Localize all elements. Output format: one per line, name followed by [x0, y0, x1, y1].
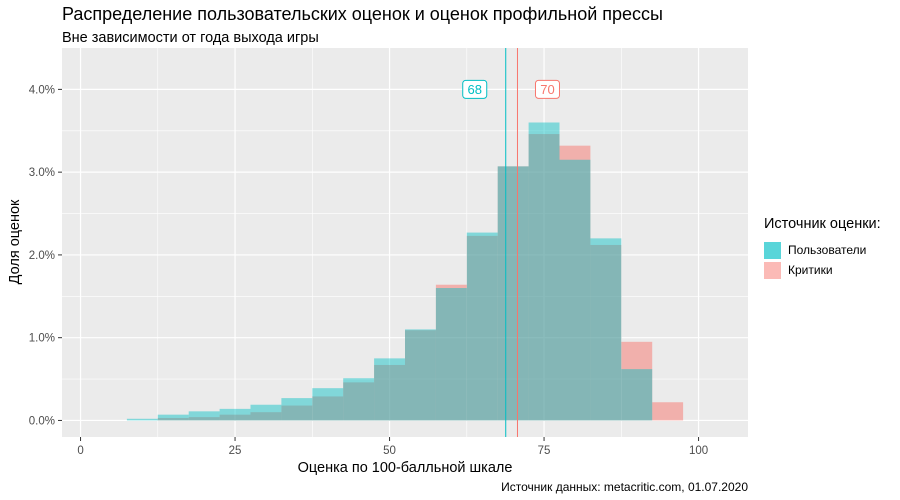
- y-tick-label: 2.0%: [29, 250, 55, 262]
- bar-critics: [621, 341, 653, 421]
- bar-users: [250, 404, 282, 421]
- bar-critics: [374, 364, 405, 421]
- bar-critics: [343, 382, 375, 421]
- bar-users: [281, 398, 313, 421]
- chart-title: Распределение пользовательских оценок и …: [62, 4, 663, 24]
- bar-critics: [497, 166, 529, 421]
- chart-subtitle: Вне зависимости от года выхода игры: [62, 30, 319, 46]
- bar-users: [590, 238, 622, 421]
- legend-swatch-critics: [764, 261, 781, 279]
- x-tick-label: 0: [77, 445, 83, 457]
- bar-critics: [528, 134, 560, 421]
- bar-users: [312, 388, 344, 421]
- mean-label-box-users: [462, 79, 488, 99]
- bar-users: [126, 418, 158, 421]
- bar-critics: [559, 145, 591, 421]
- x-tick-label: 50: [383, 445, 396, 457]
- bar-users: [466, 232, 498, 421]
- bar-users: [435, 288, 467, 421]
- legend-item-users: Пользователи: [764, 240, 881, 260]
- bar-users: [343, 378, 375, 421]
- x-tick-label: 100: [689, 445, 708, 457]
- bar-critics: [435, 284, 467, 421]
- bar-users: [374, 358, 405, 421]
- x-axis-label: Оценка по 100-балльной шкале: [298, 460, 513, 476]
- data-source-caption: Источник данных: metacritic.com, 01.07.2…: [501, 480, 748, 494]
- bar-users: [157, 414, 189, 421]
- x-tick-label: 25: [229, 445, 242, 457]
- bar-critics: [281, 405, 313, 421]
- bar-users: [497, 166, 529, 421]
- axes: 0 25 50 75 100 0.0% 1.0% 2.0% 3.0% 4.0%: [29, 84, 708, 457]
- bar-critics: [405, 330, 436, 421]
- mean-label-critics: 70: [540, 82, 554, 97]
- bar-critics: [466, 235, 498, 421]
- legend-label-critics: Критики: [788, 263, 833, 277]
- bar-users: [405, 329, 436, 421]
- histogram-bars: [126, 122, 684, 421]
- y-tick-label: 4.0%: [29, 84, 55, 96]
- legend-label-users: Пользователи: [788, 243, 867, 257]
- mean-label-box-critics: [534, 79, 560, 99]
- legend: Источник оценки: Пользователи Критики: [764, 216, 881, 280]
- x-tick-label: 75: [538, 445, 551, 457]
- bar-critics: [219, 414, 251, 421]
- y-tick-label: 1.0%: [29, 333, 55, 345]
- bar-critics: [590, 244, 622, 421]
- bar-users: [188, 411, 220, 421]
- bar-critics: [250, 412, 282, 421]
- y-tick-label: 0.0%: [29, 415, 55, 427]
- bar-critics: [652, 402, 684, 421]
- bar-critics: [157, 417, 189, 421]
- bar-critics: [188, 417, 220, 421]
- mean-label-users: 68: [468, 82, 482, 97]
- bar-users: [559, 159, 591, 421]
- y-axis-label: Доля оценок: [7, 199, 23, 284]
- bar-users: [528, 122, 560, 421]
- bar-users: [219, 408, 251, 421]
- bar-users: [621, 369, 653, 421]
- y-tick-label: 3.0%: [29, 167, 55, 179]
- legend-item-critics: Критики: [764, 260, 881, 280]
- legend-title: Источник оценки:: [764, 216, 881, 232]
- legend-swatch-users: [764, 241, 781, 259]
- bar-critics: [312, 396, 344, 421]
- mean-lines: 68 70: [462, 48, 560, 437]
